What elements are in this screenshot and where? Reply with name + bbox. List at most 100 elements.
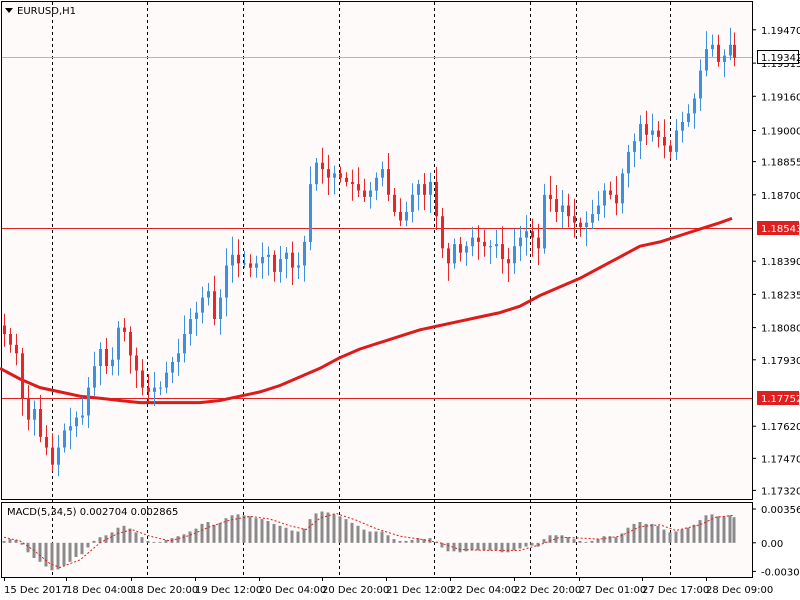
candle-body [159, 387, 162, 389]
candle [309, 166, 312, 251]
time-tick-label: 22 Dec 04:00 [450, 585, 517, 596]
macd-bar [44, 542, 48, 567]
candle-body [687, 113, 690, 122]
candle [339, 166, 342, 183]
candle-body [9, 334, 12, 345]
macd-bar [50, 542, 54, 571]
candle-body [429, 181, 432, 195]
candle-body [591, 214, 594, 223]
candle [651, 113, 654, 142]
macd-bar [38, 542, 42, 562]
candle [51, 433, 54, 472]
macd-bar [554, 535, 558, 543]
candle-body [351, 181, 354, 184]
macd-bar [728, 515, 732, 543]
candle-body [57, 447, 60, 465]
candle-body [525, 231, 528, 238]
candle-body [705, 49, 708, 71]
candle-body [357, 184, 360, 191]
macd-bar [344, 519, 348, 543]
candle [45, 425, 48, 456]
macd-bar [578, 540, 582, 543]
candle [717, 34, 720, 67]
candle [591, 199, 594, 230]
candle-body [531, 231, 534, 238]
macd-bar [2, 540, 6, 543]
macd-bar [542, 539, 546, 543]
candle [33, 400, 36, 436]
price-tick-label: 1.18390 [761, 257, 800, 268]
bid-price-label: 1.19342 [757, 50, 800, 64]
candle [603, 183, 606, 218]
macd-bar [506, 542, 510, 553]
time-tick-label: 27 Dec 17:00 [642, 585, 709, 596]
candle [135, 347, 138, 388]
macd-bar [248, 516, 252, 543]
macd-bar [476, 542, 480, 551]
candle [117, 321, 120, 376]
candle [261, 242, 264, 279]
candle-body [273, 254, 276, 272]
macd-bar [422, 539, 426, 543]
candle [411, 183, 414, 223]
candle [723, 49, 726, 78]
candle-body [447, 248, 450, 264]
candle-body [291, 252, 294, 268]
macd-bar [362, 529, 366, 543]
macd-tick-label: 0.00 [761, 539, 783, 550]
macd-bar [350, 522, 354, 543]
candle-body [129, 331, 132, 356]
candle-body [207, 291, 210, 298]
candle [519, 225, 522, 261]
candle-body [195, 312, 198, 319]
candle [435, 166, 438, 231]
candle-body [147, 387, 150, 392]
macd-bar [92, 540, 96, 543]
macd-bar [260, 519, 264, 543]
macd-bar [662, 529, 666, 543]
candle-body [555, 199, 558, 212]
macd-bar [146, 540, 150, 543]
macd-bar [572, 539, 576, 543]
macd-bar [278, 525, 282, 543]
macd-bar [704, 515, 708, 543]
candle [387, 153, 390, 202]
main-panel-frame [1, 1, 753, 500]
macd-bar [710, 514, 714, 543]
candle-body [537, 237, 540, 249]
bid-price-label-text: 1.19342 [761, 53, 800, 64]
candle-body [609, 190, 612, 195]
macd-bar [320, 511, 324, 543]
candle [675, 119, 678, 160]
chart-menu-triangle-icon[interactable] [5, 8, 13, 13]
candle-body [381, 169, 384, 178]
macd-bar [632, 523, 636, 543]
candle-body [675, 130, 678, 152]
candle [183, 315, 186, 363]
level-price-label-0: 1.18543 [757, 221, 800, 235]
candle [123, 318, 126, 342]
price-tick-label: 1.17930 [761, 356, 800, 367]
candle-body [117, 327, 120, 360]
candle-body [267, 254, 270, 257]
candle-body [81, 415, 84, 418]
level-price-label-0-box [757, 221, 799, 235]
candle [249, 254, 252, 278]
candle-body [627, 152, 630, 174]
macd-bar [224, 518, 228, 543]
candle-body [213, 291, 216, 319]
candle-body [177, 353, 180, 362]
candle-body [225, 265, 228, 298]
candle-body [543, 194, 546, 249]
candle [9, 328, 12, 353]
candle [57, 434, 60, 477]
macd-bar [608, 536, 612, 543]
macd-bar [290, 530, 294, 543]
candle [345, 172, 348, 187]
candle-body [435, 181, 438, 217]
candle [327, 154, 330, 195]
macd-bar [416, 538, 420, 543]
candle-body [39, 409, 42, 437]
macd-bar [116, 527, 120, 543]
